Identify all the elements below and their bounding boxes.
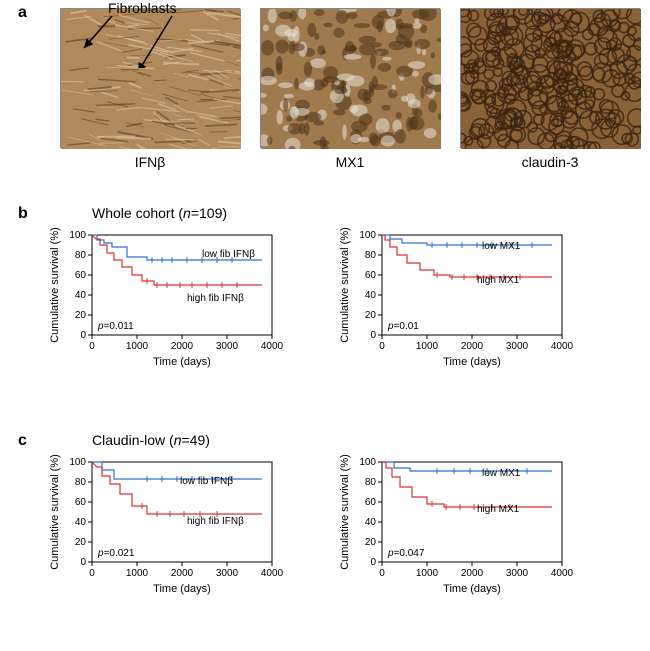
svg-text:p=0.021: p=0.021 (97, 548, 135, 559)
svg-text:100: 100 (359, 457, 376, 468)
svg-text:low MX1: low MX1 (482, 468, 521, 479)
svg-text:20: 20 (365, 310, 377, 321)
km-chart: 02040608010001000200030004000Cumulative … (40, 225, 290, 385)
svg-text:high fib IFNβ: high fib IFNβ (187, 293, 244, 304)
svg-text:40: 40 (75, 517, 87, 528)
svg-text:Time (days): Time (days) (443, 356, 501, 368)
svg-text:40: 40 (365, 290, 377, 301)
km-chart-wrapper: 02040608010001000200030004000Cumulative … (40, 452, 290, 612)
svg-text:3000: 3000 (216, 341, 239, 352)
svg-text:Cumulative survival (%): Cumulative survival (%) (49, 227, 61, 343)
svg-text:0: 0 (370, 330, 376, 341)
km-chart: 02040608010001000200030004000Cumulative … (330, 452, 580, 612)
svg-text:20: 20 (365, 537, 377, 548)
km-chart: 02040608010001000200030004000Cumulative … (330, 225, 580, 385)
svg-text:0: 0 (89, 341, 95, 352)
svg-text:3000: 3000 (506, 568, 529, 579)
svg-text:60: 60 (75, 497, 87, 508)
svg-text:low MX1: low MX1 (482, 241, 521, 252)
svg-text:2000: 2000 (461, 341, 484, 352)
svg-text:20: 20 (75, 310, 87, 321)
svg-text:p=0.047: p=0.047 (387, 548, 425, 559)
fibroblasts-label: Fibroblasts (108, 0, 176, 16)
svg-text:1000: 1000 (126, 341, 149, 352)
svg-text:0: 0 (89, 568, 95, 579)
micrograph-caption: IFNβ (60, 154, 240, 170)
svg-text:low fib IFNβ: low fib IFNβ (180, 476, 233, 487)
panel-c-title: Claudin-low (n=49) (92, 432, 210, 448)
panel-c-label: c (18, 432, 27, 450)
panel-b-charts: 02040608010001000200030004000Cumulative … (40, 225, 580, 385)
svg-text:100: 100 (69, 457, 86, 468)
svg-text:80: 80 (365, 250, 377, 261)
svg-text:2000: 2000 (171, 341, 194, 352)
svg-text:4000: 4000 (261, 568, 284, 579)
svg-text:60: 60 (75, 270, 87, 281)
svg-text:80: 80 (365, 477, 377, 488)
svg-text:60: 60 (365, 497, 377, 508)
svg-text:Cumulative survival (%): Cumulative survival (%) (339, 454, 351, 570)
svg-text:3000: 3000 (216, 568, 239, 579)
micrograph-claudin3: claudin-3 (460, 8, 640, 170)
km-chart-wrapper: 02040608010001000200030004000Cumulative … (330, 225, 580, 385)
svg-text:Cumulative survival (%): Cumulative survival (%) (339, 227, 351, 343)
svg-text:p=0.01: p=0.01 (387, 321, 419, 332)
panel-b-title: Whole cohort (n=109) (92, 205, 227, 221)
svg-text:Time (days): Time (days) (153, 356, 211, 368)
micrograph-caption: claudin-3 (460, 154, 640, 170)
svg-text:0: 0 (379, 568, 385, 579)
svg-text:0: 0 (370, 557, 376, 568)
svg-text:0: 0 (379, 341, 385, 352)
svg-text:4000: 4000 (551, 341, 574, 352)
svg-text:2000: 2000 (171, 568, 194, 579)
svg-text:4000: 4000 (551, 568, 574, 579)
svg-text:100: 100 (69, 230, 86, 241)
svg-text:80: 80 (75, 477, 87, 488)
svg-text:high MX1: high MX1 (477, 504, 520, 515)
svg-text:Time (days): Time (days) (153, 583, 211, 595)
km-chart: 02040608010001000200030004000Cumulative … (40, 452, 290, 612)
svg-text:80: 80 (75, 250, 87, 261)
panel-c-charts: 02040608010001000200030004000Cumulative … (40, 452, 580, 612)
km-chart-wrapper: 02040608010001000200030004000Cumulative … (330, 452, 580, 612)
svg-text:40: 40 (75, 290, 87, 301)
panel-a-label: a (18, 4, 27, 22)
svg-text:3000: 3000 (506, 341, 529, 352)
svg-text:0: 0 (80, 557, 86, 568)
svg-text:100: 100 (359, 230, 376, 241)
svg-text:2000: 2000 (461, 568, 484, 579)
km-chart-wrapper: 02040608010001000200030004000Cumulative … (40, 225, 290, 385)
svg-text:1000: 1000 (416, 568, 439, 579)
svg-text:0: 0 (80, 330, 86, 341)
svg-text:Time (days): Time (days) (443, 583, 501, 595)
svg-text:low fib IFNβ: low fib IFNβ (202, 249, 255, 260)
panel-b-label: b (18, 205, 28, 223)
svg-text:40: 40 (365, 517, 377, 528)
svg-text:60: 60 (365, 270, 377, 281)
svg-text:p=0.011: p=0.011 (97, 321, 134, 332)
svg-text:4000: 4000 (261, 341, 284, 352)
svg-text:Cumulative survival (%): Cumulative survival (%) (49, 454, 61, 570)
svg-text:20: 20 (75, 537, 87, 548)
svg-text:1000: 1000 (126, 568, 149, 579)
svg-text:high fib IFNβ: high fib IFNβ (187, 516, 244, 527)
svg-text:high MX1: high MX1 (477, 275, 520, 286)
fibroblast-arrows (52, 8, 312, 68)
micrograph-caption: MX1 (260, 154, 440, 170)
svg-text:1000: 1000 (416, 341, 439, 352)
